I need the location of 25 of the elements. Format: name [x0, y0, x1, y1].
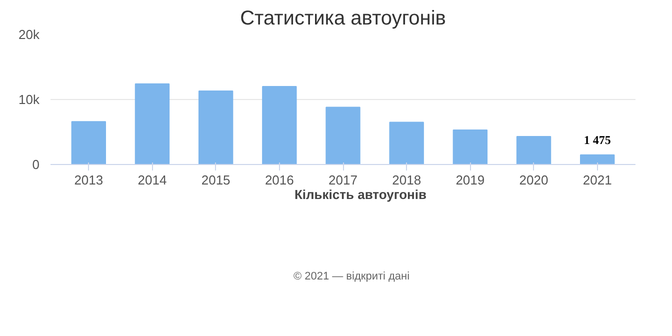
bar [262, 86, 297, 164]
bar [389, 122, 424, 164]
x-tick-label: 2015 [201, 172, 230, 188]
bar [452, 130, 488, 164]
bar [134, 83, 170, 164]
x-tick-label: 2016 [264, 172, 294, 188]
x-tick-label: 2020 [519, 172, 548, 188]
bar [326, 106, 360, 164]
y-tick-label: 10k [18, 92, 40, 107]
x-tick-label: 2018 [392, 172, 422, 188]
bar [516, 136, 552, 164]
series-label: Кількість автоугонів [294, 187, 426, 202]
bar [198, 90, 234, 164]
x-tick-label: 2021 [582, 172, 612, 188]
y-tick-label: 20k [18, 27, 40, 42]
bar [71, 121, 106, 164]
x-tick-label: 2019 [456, 172, 485, 188]
y-tick-label: 0 [32, 157, 40, 172]
text: © 2021 — відкриті дані [293, 270, 410, 282]
x-tick-label: 2014 [138, 172, 167, 188]
data-label: 1 475 [584, 132, 611, 147]
x-tick-label: 2013 [74, 172, 104, 188]
chart-title: Статистика автоугонів [240, 8, 446, 30]
bar [580, 154, 615, 164]
x-tick-label: 2017 [328, 172, 358, 188]
